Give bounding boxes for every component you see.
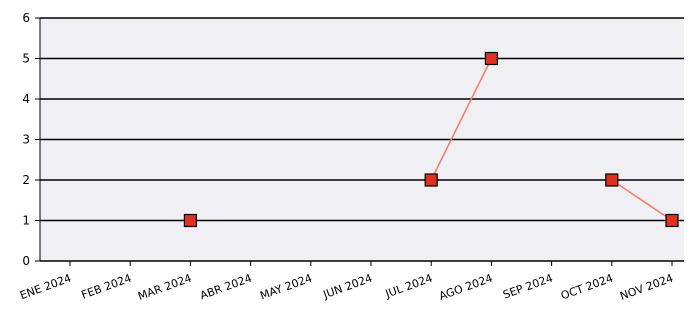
x-tick-label: ABR 2024 xyxy=(198,272,253,303)
data-point[interactable] xyxy=(484,51,498,66)
y-axis-ticks: 0 1 2 3 4 5 6 xyxy=(22,11,40,268)
y-tick-label: 6 xyxy=(22,11,30,25)
series-lines xyxy=(430,58,673,222)
grid-lines xyxy=(40,17,684,222)
y-tick-label: 4 xyxy=(22,92,30,106)
data-point[interactable] xyxy=(424,173,438,187)
y-tick-label: 1 xyxy=(22,214,30,228)
x-tick-label: OCT 2024 xyxy=(559,272,615,303)
y-tick-label: 0 xyxy=(22,254,30,268)
x-tick-label: JUN 2024 xyxy=(321,272,374,302)
x-tick-label: MAY 2024 xyxy=(258,272,314,303)
data-point[interactable] xyxy=(605,173,619,187)
x-tick-label: ENE 2024 xyxy=(18,272,73,303)
data-point[interactable] xyxy=(665,213,679,228)
x-axis-ticks: ENE 2024 FEB 2024 MAR 2024 ABR 2024 MAY 2024… xyxy=(18,261,675,303)
data-point[interactable] xyxy=(183,213,197,228)
x-tick-label: AGO 2024 xyxy=(437,272,494,303)
series-points xyxy=(183,51,679,228)
x-tick-label: SEP 2024 xyxy=(501,272,554,302)
y-tick-label: 5 xyxy=(22,52,30,66)
y-tick-label: 3 xyxy=(22,133,30,147)
x-tick-label: JUL 2024 xyxy=(383,272,434,301)
x-tick-label: NOV 2024 xyxy=(618,272,675,303)
series-line-segment xyxy=(611,179,673,222)
x-tick-label: FEB 2024 xyxy=(80,272,134,302)
series-line-segment xyxy=(430,58,493,181)
y-tick-label: 2 xyxy=(22,173,30,187)
x-tick-label: MAR 2024 xyxy=(136,272,193,303)
